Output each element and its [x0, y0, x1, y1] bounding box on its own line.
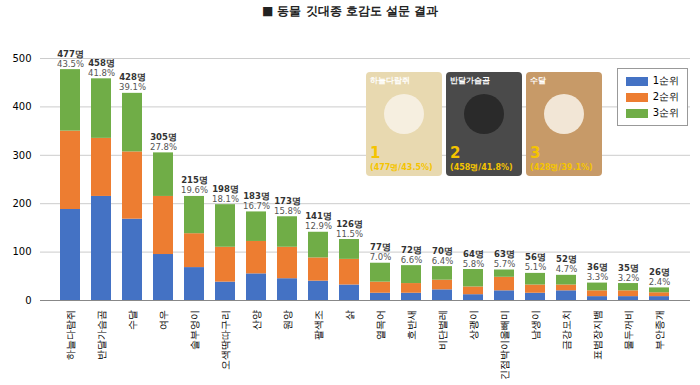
svg-text:물두꺼비: 물두꺼비 — [623, 310, 634, 350]
svg-text:56명: 56명 — [525, 252, 546, 262]
svg-text:15.8%15.8: 15.8%15.8 — [274, 206, 301, 216]
svg-text:5.1%5.1: 5.1%5.1 — [525, 262, 547, 272]
svg-text:26명: 26명 — [649, 267, 670, 277]
svg-text:70명: 70명 — [432, 246, 453, 256]
svg-text:428명: 428명 — [119, 72, 146, 82]
html-text:2순위: 2순위 — [652, 91, 679, 102]
html-text:(428명/39.1%): (428명/39.1%) — [530, 163, 593, 172]
html-text:3: 3 — [530, 144, 541, 162]
svg-text:36명: 36명 — [587, 262, 608, 272]
svg-text:4.7%4.7: 4.7%4.7 — [556, 264, 578, 274]
svg-text:7.0%7: 7.0%7 — [370, 252, 392, 262]
svg-text:16.7%16.7: 16.7%16.7 — [243, 201, 270, 211]
svg-text:산양: 산양 — [251, 310, 262, 330]
html-text:반달가슴곰: 반달가슴곰 — [450, 76, 490, 85]
svg-text:3.2%3.2: 3.2%3.2 — [618, 273, 640, 283]
svg-text:27.8%27.8: 27.8%27.8 — [150, 142, 177, 152]
svg-text:5.7%5.7: 5.7%5.7 — [494, 259, 516, 269]
svg-text:52명: 52명 — [556, 254, 577, 264]
svg-text:여우: 여우 — [158, 310, 169, 330]
svg-text:200: 200 — [12, 198, 31, 209]
svg-text:500: 500 — [12, 53, 31, 64]
html-text:■ 동물 깃대종 호감도 설문 결과: ■ 동물 깃대종 호감도 설문 결과 — [261, 4, 439, 18]
svg-text:126명: 126명 — [336, 219, 363, 229]
html-text:2: 2 — [450, 144, 461, 162]
svg-text:39.1%39.1: 39.1%39.1 — [119, 82, 146, 92]
svg-text:원앙: 원앙 — [282, 310, 293, 330]
svg-text:458명: 458명 — [88, 58, 115, 68]
svg-text:41.8%41.8: 41.8%41.8 — [88, 68, 115, 78]
svg-text:5.8%5.8: 5.8%5.8 — [463, 259, 485, 269]
html-text:1: 1 — [370, 144, 381, 162]
svg-text:215명: 215명 — [181, 175, 208, 185]
html-text:1순위: 1순위 — [652, 75, 679, 86]
html-text:(477명/43.5%): (477명/43.5%) — [370, 163, 433, 172]
svg-text:삵: 삵 — [344, 310, 355, 320]
svg-text:오색딱따구리: 오색딱따구리 — [220, 310, 231, 370]
svg-text:남생이: 남생이 — [530, 310, 541, 340]
svg-text:63명: 63명 — [494, 249, 515, 259]
svg-text:긴점박이올빼미: 긴점박이올빼미 — [499, 310, 510, 380]
svg-text:2.4%2.4: 2.4%2.4 — [649, 277, 671, 287]
svg-text:35명: 35명 — [618, 263, 639, 273]
svg-text:64명: 64명 — [463, 249, 484, 259]
svg-text:305명: 305명 — [150, 132, 177, 142]
svg-text:열목어: 열목어 — [375, 310, 386, 340]
svg-text:300: 300 — [12, 150, 31, 161]
svg-text:호반새: 호반새 — [406, 310, 417, 340]
html-text:하늘다람쥐: 하늘다람쥐 — [370, 76, 410, 85]
svg-text:183명: 183명 — [243, 191, 270, 201]
svg-text:반달가슴곰: 반달가슴곰 — [96, 310, 107, 360]
svg-text:하늘다람쥐: 하늘다람쥐 — [65, 310, 76, 360]
svg-text:72명: 72명 — [401, 245, 422, 255]
svg-text:상괭이: 상괭이 — [468, 310, 479, 340]
svg-text:솔부엉이: 솔부엉이 — [189, 310, 200, 350]
svg-text:금강모치: 금강모치 — [561, 310, 572, 350]
svg-text:11.5%11.5: 11.5%11.5 — [336, 229, 363, 239]
svg-text:198명: 198명 — [212, 184, 239, 194]
svg-text:0: 0 — [25, 295, 31, 306]
svg-text:43.5%43.5: 43.5%43.5 — [57, 59, 84, 69]
svg-text:77명: 77명 — [370, 242, 391, 252]
svg-text:19.6%19.6: 19.6%19.6 — [181, 185, 208, 195]
svg-text:6.4%6.4: 6.4%6.4 — [432, 256, 454, 266]
html-text:3순위: 3순위 — [652, 107, 679, 118]
html-text:수달: 수달 — [530, 76, 546, 85]
svg-text:400: 400 — [12, 101, 31, 112]
svg-text:141명: 141명 — [305, 211, 332, 221]
svg-text:173명: 173명 — [274, 196, 301, 206]
svg-text:팔색조: 팔색조 — [313, 310, 324, 340]
svg-text:12.9%12.9: 12.9%12.9 — [305, 221, 332, 231]
svg-text:477명: 477명 — [57, 49, 84, 59]
svg-text:수달: 수달 — [127, 310, 138, 330]
svg-text:3.3%3.3: 3.3%3.3 — [587, 272, 609, 282]
svg-text:부안종개: 부안종개 — [654, 310, 665, 350]
svg-text:6.6%6.6: 6.6%6.6 — [401, 255, 423, 265]
svg-text:표범장지뱀: 표범장지뱀 — [592, 310, 603, 360]
html-text:(458명/41.8%): (458명/41.8%) — [450, 163, 513, 172]
svg-text:비단벌레: 비단벌레 — [437, 310, 448, 350]
svg-text:18.1%18.1: 18.1%18.1 — [212, 194, 239, 204]
svg-text:100: 100 — [12, 246, 31, 257]
